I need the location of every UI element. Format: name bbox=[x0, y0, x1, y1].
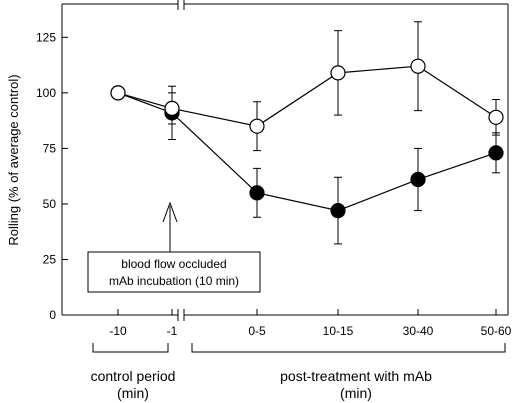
x-tick-label: -10 bbox=[109, 324, 127, 338]
group-post-bracket bbox=[191, 343, 506, 353]
x-tick-label: 10-15 bbox=[323, 324, 354, 338]
group-post-treatment: post-treatment with mAb (min) bbox=[191, 343, 506, 401]
annotation-line-2: mAb incubation (10 min) bbox=[109, 274, 239, 288]
data-point bbox=[488, 145, 504, 161]
y-tick-label: 0 bbox=[49, 308, 56, 322]
y-axis-title: Rolling (% of average control) bbox=[6, 74, 21, 245]
group-control-period: control period (min) bbox=[91, 343, 176, 401]
x-tick-label: 30-40 bbox=[403, 324, 434, 338]
series-line bbox=[117, 65, 497, 127]
y-tick-label: 75 bbox=[43, 141, 57, 155]
data-point bbox=[330, 202, 346, 219]
series-line bbox=[117, 92, 497, 212]
y-tick-label: 125 bbox=[36, 30, 56, 44]
series-open-circle bbox=[110, 21, 504, 152]
group-control-label-1: control period bbox=[91, 368, 176, 384]
data-point bbox=[410, 58, 426, 74]
annotation-arrow-head bbox=[162, 201, 178, 223]
series-layer bbox=[110, 21, 504, 245]
annotation: blood flow occluded mAb incubation (10 m… bbox=[87, 201, 261, 293]
data-point bbox=[488, 109, 504, 125]
y-tick-label: 100 bbox=[36, 86, 56, 100]
x-tick-label: 0-5 bbox=[248, 324, 266, 338]
annotation-line-1: blood flow occluded bbox=[121, 257, 226, 271]
group-post-label-2: (min) bbox=[340, 385, 372, 401]
data-point bbox=[164, 100, 180, 117]
data-point bbox=[330, 65, 346, 81]
data-point bbox=[249, 118, 265, 134]
annotation-box bbox=[87, 251, 261, 293]
data-point bbox=[249, 185, 265, 201]
y-axis-ticks: 0 25 50 75 100 125 bbox=[36, 30, 68, 322]
group-control-bracket bbox=[92, 343, 169, 353]
x-tick-label: 50-60 bbox=[481, 324, 512, 338]
x-axis-ticks: -10 -1 0-5 10-15 30-40 50-60 bbox=[109, 309, 512, 338]
group-control-label-2: (min) bbox=[117, 385, 149, 401]
x-tick-label: -1 bbox=[167, 324, 178, 338]
group-post-label-1: post-treatment with mAb bbox=[280, 368, 432, 384]
y-tick-label: 25 bbox=[43, 252, 57, 266]
axes bbox=[61, 0, 509, 321]
y-tick-label: 50 bbox=[43, 197, 57, 211]
data-point bbox=[410, 171, 426, 188]
data-point bbox=[110, 85, 126, 101]
